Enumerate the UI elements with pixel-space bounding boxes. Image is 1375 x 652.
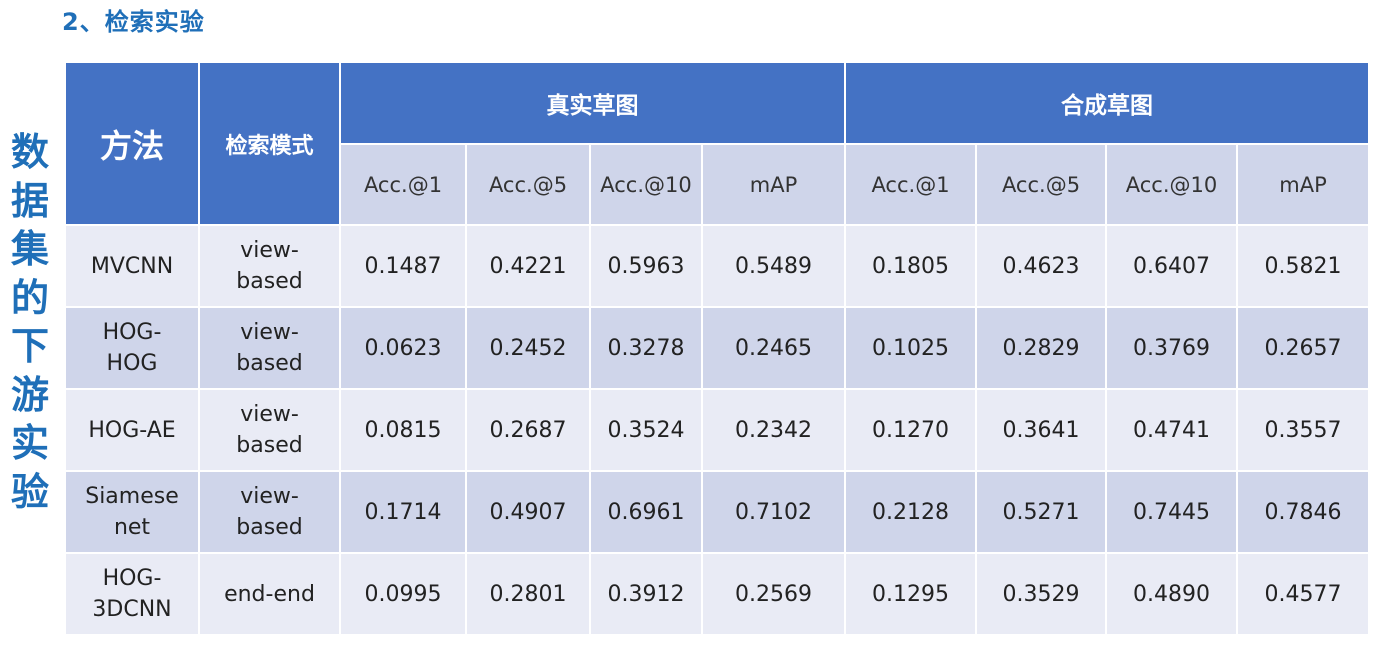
metric-value-cell: 0.2465 bbox=[701, 306, 846, 390]
method-cell-line: HOG- bbox=[102, 566, 162, 591]
mode-cell-line: based bbox=[236, 269, 303, 294]
mode-cell-line: end-end bbox=[224, 581, 315, 607]
metric-value-cell: 0.2452 bbox=[465, 306, 591, 390]
metric-header: Acc.@1 bbox=[844, 143, 977, 226]
metric-header: Acc.@5 bbox=[975, 143, 1107, 226]
metric-value-cell: 0.2128 bbox=[844, 470, 977, 554]
metric-value-cell: 0.1487 bbox=[339, 224, 467, 308]
mode-cell: view-based bbox=[198, 470, 341, 554]
real-sketch-group-header: 真实草图 bbox=[339, 61, 846, 145]
method-cell: HOG- 3DCNN bbox=[64, 552, 200, 636]
metric-header: Acc.@1 bbox=[339, 143, 467, 226]
metric-value-cell: 0.3557 bbox=[1236, 388, 1370, 472]
metric-value-cell: 0.0623 bbox=[339, 306, 467, 390]
metric-value-cell: 0.2657 bbox=[1236, 306, 1370, 390]
mode-column-header: 检索模式 bbox=[198, 61, 341, 226]
metric-value-cell: 0.4577 bbox=[1236, 552, 1370, 636]
side-label-char: 据 bbox=[10, 178, 49, 223]
metric-value-cell: 0.7445 bbox=[1105, 470, 1238, 554]
metric-value-cell: 0.0815 bbox=[339, 388, 467, 472]
mode-cell-line: based bbox=[236, 515, 303, 540]
metric-value-cell: 0.2687 bbox=[465, 388, 591, 472]
method-cell-line: 3DCNN bbox=[92, 597, 172, 622]
side-vertical-label: 数 据 集 的 下 游 实 验 bbox=[6, 128, 54, 516]
metric-value-cell: 0.3912 bbox=[589, 552, 703, 636]
metric-value-cell: 0.4890 bbox=[1105, 552, 1238, 636]
method-cell-line: MVCNN bbox=[90, 253, 174, 279]
method-cell-line: HOG- bbox=[102, 320, 162, 345]
metric-value-cell: 0.4623 bbox=[975, 224, 1107, 308]
metric-value-cell: 0.0995 bbox=[339, 552, 467, 636]
method-cell: MVCNN bbox=[64, 224, 200, 308]
metric-value-cell: 0.1805 bbox=[844, 224, 977, 308]
table-row: HOG-AE view-based 0.0815 0.2687 0.3524 0.2342… bbox=[64, 388, 1370, 472]
synthetic-sketch-group-header: 合成草图 bbox=[844, 61, 1370, 145]
metric-value-cell: 0.6407 bbox=[1105, 224, 1238, 308]
retrieval-results-table: 方法 检索模式 真实草图 合成草图 Acc.@1 Acc.@5 Acc.@10 … bbox=[64, 61, 1370, 636]
table-row: MVCNN view-based 0.1487 0.4221 0.5963 0.5489 0… bbox=[64, 224, 1370, 308]
metric-value-cell: 0.5489 bbox=[701, 224, 846, 308]
mode-cell: view-based bbox=[198, 224, 341, 308]
metric-value-cell: 0.3529 bbox=[975, 552, 1107, 636]
mode-cell-line: view- bbox=[240, 238, 299, 263]
side-label-char: 下 bbox=[10, 324, 49, 368]
metric-header: mAP bbox=[701, 143, 846, 226]
mode-cell-line: view- bbox=[240, 402, 299, 427]
metric-value-cell: 0.4907 bbox=[465, 470, 591, 554]
metric-value-cell: 0.1714 bbox=[339, 470, 467, 554]
mode-cell-line: view- bbox=[240, 484, 299, 509]
metric-value-cell: 0.5963 bbox=[589, 224, 703, 308]
metric-value-cell: 0.2829 bbox=[975, 306, 1107, 390]
side-label-char: 实 bbox=[10, 421, 49, 465]
metric-value-cell: 0.1270 bbox=[844, 388, 977, 472]
metric-value-cell: 0.7846 bbox=[1236, 470, 1370, 554]
method-cell-line: HOG-AE bbox=[88, 417, 176, 443]
mode-cell: view-based bbox=[198, 388, 341, 472]
metric-header: mAP bbox=[1236, 143, 1370, 226]
table-row: HOG- HOG view-based 0.0623 0.2452 0.3278 0.246… bbox=[64, 306, 1370, 390]
metric-header: Acc.@10 bbox=[589, 143, 703, 226]
side-label-char: 数 bbox=[10, 130, 49, 174]
mode-cell-line: view- bbox=[240, 320, 299, 345]
metric-value-cell: 0.5271 bbox=[975, 470, 1107, 554]
metric-value-cell: 0.4741 bbox=[1105, 388, 1238, 472]
mode-cell-line: based bbox=[236, 351, 303, 376]
side-label-char: 验 bbox=[10, 469, 49, 514]
method-cell: HOG-AE bbox=[64, 388, 200, 472]
side-label-char: 的 bbox=[10, 275, 49, 320]
table-row: Siamese net view-based 0.1714 0.4907 0.6961 0.… bbox=[64, 470, 1370, 554]
metric-value-cell: 0.2801 bbox=[465, 552, 591, 636]
method-cell-line: Siamese bbox=[85, 484, 179, 509]
method-column-header: 方法 bbox=[64, 61, 200, 226]
metric-value-cell: 0.2569 bbox=[701, 552, 846, 636]
mode-cell: view-based bbox=[198, 306, 341, 390]
metric-value-cell: 0.3524 bbox=[589, 388, 703, 472]
table-row: HOG- 3DCNN end-end 0.0995 0.2801 0.3912 0.2569… bbox=[64, 552, 1370, 636]
metric-header: Acc.@5 bbox=[465, 143, 591, 226]
metric-value-cell: 0.3278 bbox=[589, 306, 703, 390]
method-cell-line: HOG bbox=[106, 351, 158, 376]
method-cell-line: net bbox=[113, 515, 151, 540]
side-label-char: 集 bbox=[10, 227, 49, 271]
metric-value-cell: 0.5821 bbox=[1236, 224, 1370, 308]
metric-value-cell: 0.7102 bbox=[701, 470, 846, 554]
metric-value-cell: 0.1295 bbox=[844, 552, 977, 636]
metric-value-cell: 0.6961 bbox=[589, 470, 703, 554]
metric-header: Acc.@10 bbox=[1105, 143, 1238, 226]
method-cell: Siamese net bbox=[64, 470, 200, 554]
metric-value-cell: 0.3769 bbox=[1105, 306, 1238, 390]
side-label-char: 游 bbox=[10, 372, 49, 417]
mode-cell: end-end bbox=[198, 552, 341, 636]
metric-value-cell: 0.1025 bbox=[844, 306, 977, 390]
mode-cell-line: based bbox=[236, 433, 303, 458]
metric-value-cell: 0.2342 bbox=[701, 388, 846, 472]
section-heading: 2、检索实验 bbox=[62, 8, 205, 36]
metric-value-cell: 0.4221 bbox=[465, 224, 591, 308]
metric-value-cell: 0.3641 bbox=[975, 388, 1107, 472]
method-cell: HOG- HOG bbox=[64, 306, 200, 390]
